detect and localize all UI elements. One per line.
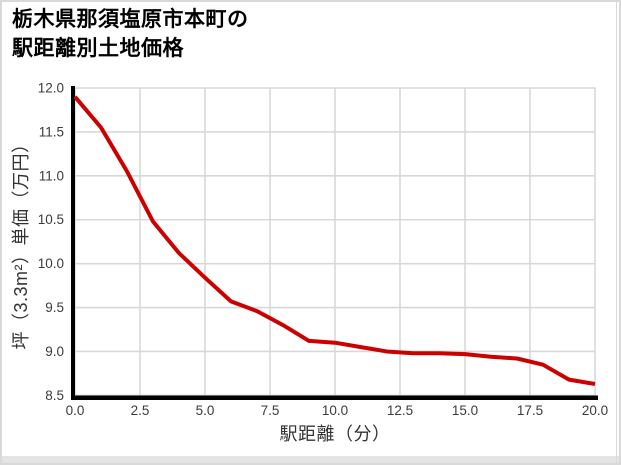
right-edge-line [616,0,617,465]
y-tick-label: 11.5 [39,124,64,139]
y-tick-label: 8.5 [45,388,64,403]
price-line [73,95,596,386]
y-tick-label: 11.0 [39,168,64,183]
x-tick-label: 17.5 [517,403,543,418]
x-tick-label: 15.0 [452,403,478,418]
y-tick-label: 12.0 [38,81,64,96]
chart-title: 栃木県那須塩原市本町の 駅距離別土地価格 [12,5,249,63]
x-tick-label: 7.5 [261,403,280,418]
y-tick-label: 10.5 [38,212,64,227]
x-tick-label: 5.0 [196,403,215,418]
x-tick-label: 12.5 [387,403,413,418]
y-tick-label: 10.0 [38,256,64,271]
y-tick-label: 9.0 [45,344,64,359]
x-tick-label: 2.5 [131,403,150,418]
x-axis-title: 駅距離（分） [279,424,391,444]
x-tick-label: 10.0 [322,403,348,418]
y-tick-label: 9.5 [45,300,64,315]
bottom-edge-strip [0,456,621,465]
x-tick-label: 20.0 [582,403,608,418]
chart-title-line2: 駅距離別土地価格 [12,37,184,60]
x-tick-label: 0.0 [66,403,85,418]
chart-title-line1: 栃木県那須塩原市本町の [12,8,249,31]
